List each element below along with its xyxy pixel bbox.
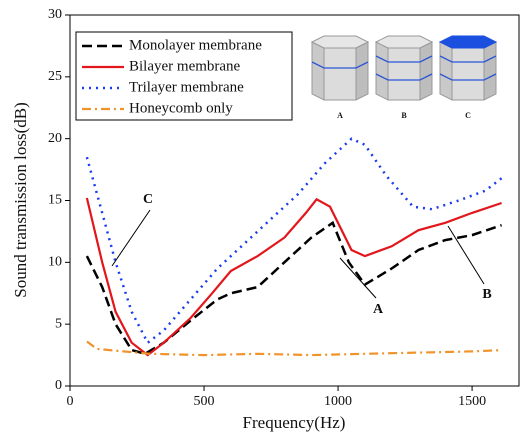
y-tick-label: 10 bbox=[48, 255, 62, 270]
annotation: B bbox=[482, 287, 491, 302]
prism-top bbox=[440, 36, 496, 48]
prism-left bbox=[440, 42, 452, 100]
series-line bbox=[87, 342, 502, 356]
chart: Frequency(Hz) Sound transmission loss(dB… bbox=[0, 0, 520, 438]
prism-left bbox=[376, 42, 388, 100]
inset-label: C bbox=[465, 111, 471, 120]
annotation-leader bbox=[112, 210, 150, 266]
prism-right bbox=[420, 42, 432, 100]
prism-right bbox=[484, 42, 496, 100]
series-line bbox=[87, 223, 502, 354]
y-tick-label: 5 bbox=[55, 316, 62, 331]
annotation: C bbox=[143, 192, 153, 207]
x-tick-label: 1000 bbox=[324, 394, 352, 409]
x-tick-label: 500 bbox=[194, 394, 215, 409]
annotation-leader bbox=[448, 226, 484, 284]
x-tick-label: 0 bbox=[67, 394, 74, 409]
y-tick-label: 20 bbox=[48, 131, 62, 146]
x-axis-label: Frequency(Hz) bbox=[243, 413, 346, 432]
inset-label: A bbox=[337, 111, 343, 120]
prism-top bbox=[376, 36, 432, 48]
inset-prism bbox=[440, 36, 496, 100]
annotation: A bbox=[373, 302, 384, 317]
legend-label: Monolayer membrane bbox=[129, 37, 262, 53]
y-tick-label: 30 bbox=[48, 7, 62, 22]
prism-front bbox=[388, 48, 420, 100]
x-tick-label: 1500 bbox=[458, 394, 486, 409]
prism-top bbox=[312, 36, 368, 48]
prism-left bbox=[312, 42, 324, 100]
legend-label: Bilayer membrane bbox=[129, 58, 241, 74]
series-line bbox=[87, 139, 502, 343]
y-tick-label: 15 bbox=[48, 193, 62, 208]
series-line bbox=[87, 198, 502, 355]
y-axis-label: Sound transmission loss(dB) bbox=[11, 102, 30, 298]
inset-prism bbox=[312, 36, 368, 100]
legend-label: Trilayer membrane bbox=[129, 79, 244, 95]
prism-front bbox=[452, 48, 484, 100]
annotation-leader bbox=[340, 258, 376, 298]
prism-front bbox=[324, 48, 356, 100]
inset-prism bbox=[376, 36, 432, 100]
prism-right bbox=[356, 42, 368, 100]
inset-label: B bbox=[401, 111, 407, 120]
y-tick-label: 25 bbox=[48, 69, 62, 84]
legend-label: Honeycomb only bbox=[129, 100, 233, 116]
y-tick-label: 0 bbox=[55, 378, 62, 393]
